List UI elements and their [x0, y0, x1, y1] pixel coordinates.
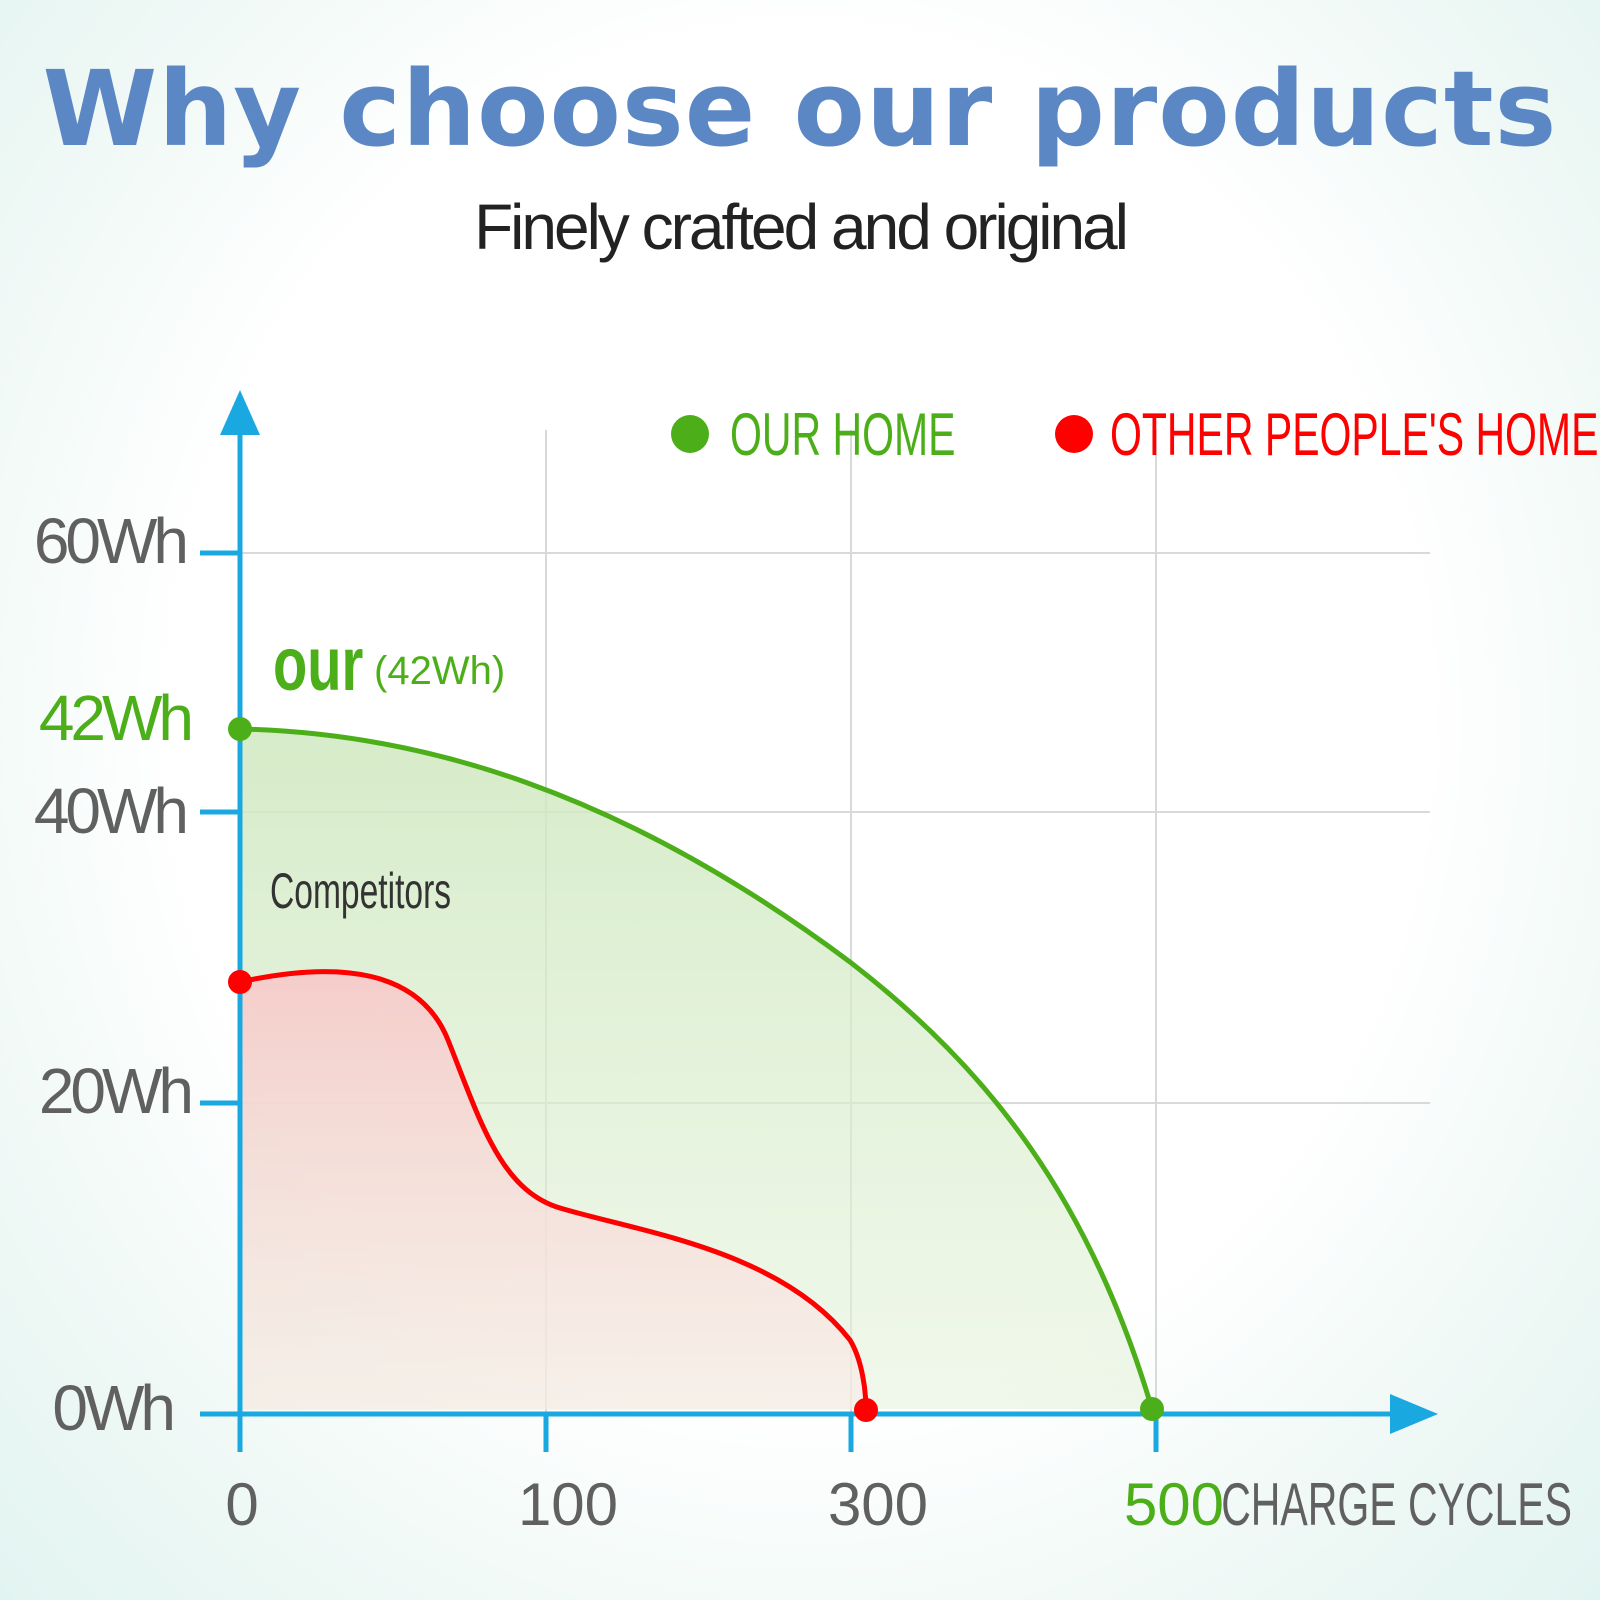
legend: OUR HOME OTHER PEOPLE'S HOME: [671, 400, 1598, 468]
x-tick-label-100: 100: [518, 1471, 618, 1538]
legend-label-our-home: OUR HOME: [730, 400, 955, 468]
other-home-start-point: [228, 970, 252, 994]
x-axis-title: CHARGE CYCLES: [1221, 1470, 1572, 1538]
our-home-line: [239, 726, 1155, 1410]
axes: [200, 415, 1405, 1452]
y-tick-label-20: 20Wh: [39, 1055, 191, 1127]
y-tick-label-60: 60Wh: [34, 505, 186, 577]
our-annotation-label: our: [273, 623, 363, 707]
other-home-area: [240, 971, 866, 1410]
x-tick-label-500: 500: [1124, 1471, 1224, 1538]
x-tick-label-300: 300: [828, 1471, 928, 1538]
y-axis-arrow: [220, 390, 260, 435]
other-home-end-point: [854, 1398, 878, 1422]
our-home-end-point: [1140, 1397, 1164, 1421]
legend-label-other-home: OTHER PEOPLE'S HOME: [1110, 400, 1598, 468]
x-axis-arrow: [1390, 1394, 1438, 1434]
x-tick-label-0: 0: [225, 1471, 258, 1538]
page-title: Why choose our products: [42, 48, 1558, 170]
competitors-annotation: Competitors: [270, 863, 451, 919]
legend-marker-our-home: [671, 415, 709, 453]
y-tick-label-40: 40Wh: [34, 775, 186, 847]
other-home-line: [239, 969, 869, 1411]
page-subtitle: Finely crafted and original: [474, 191, 1129, 263]
our-annotation-value: (42Wh): [374, 649, 505, 693]
legend-marker-other-home: [1055, 415, 1093, 453]
y-tick-label-0: 0Wh: [52, 1372, 172, 1444]
our-home-start-point: [228, 717, 252, 741]
y-tick-label-42: 42Wh: [39, 682, 191, 754]
